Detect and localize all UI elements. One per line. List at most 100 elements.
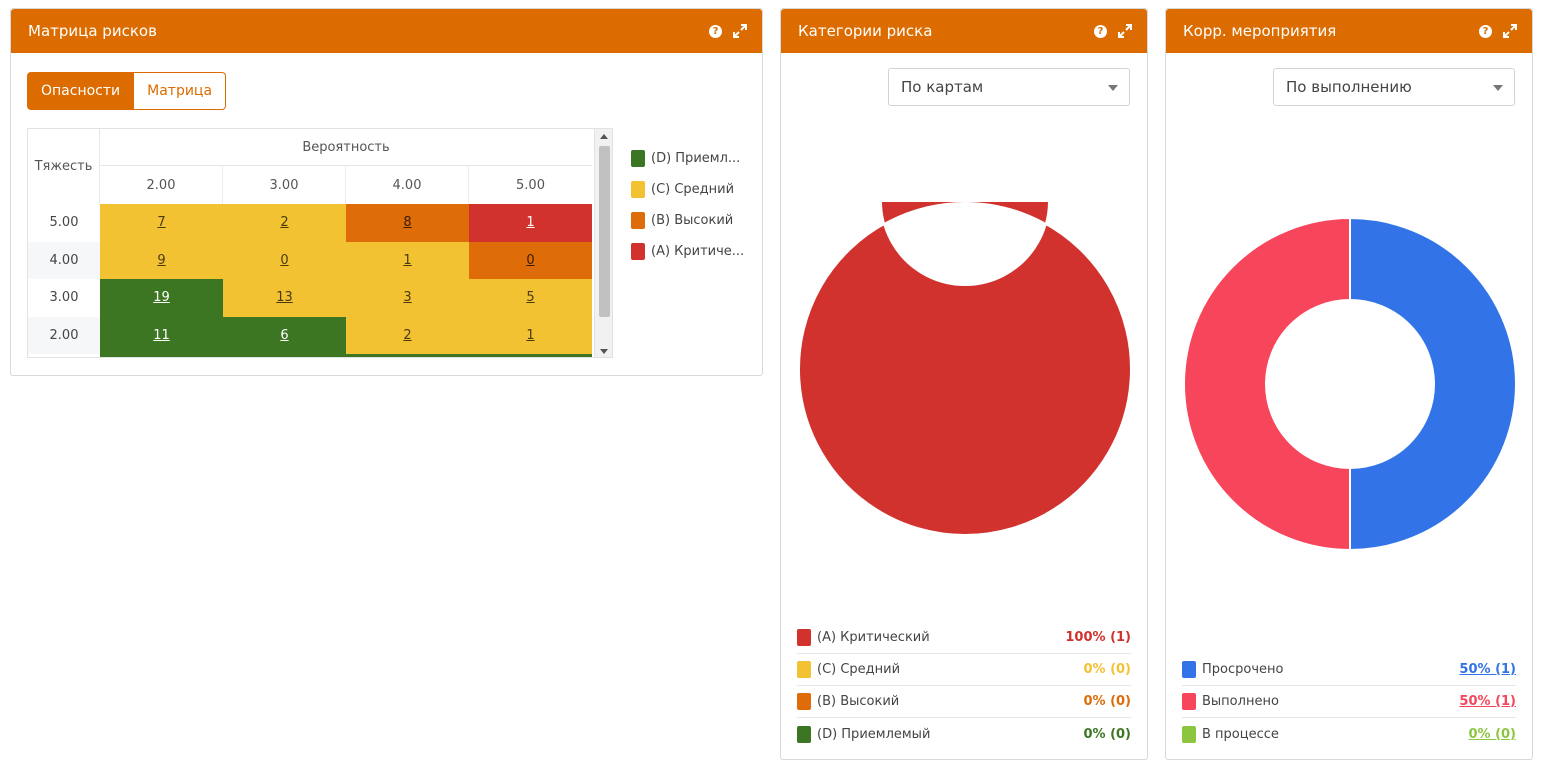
matrix-cell[interactable]: 13 <box>223 279 346 317</box>
chevron-down-icon <box>1493 85 1503 91</box>
legend-label: (A) Критиче... <box>651 244 745 259</box>
scroll-up-icon[interactable] <box>600 134 608 139</box>
legend-label: (B) Высокий <box>817 694 900 709</box>
scroll-thumb[interactable] <box>599 146 610 317</box>
help-icon[interactable]: ? <box>1479 24 1492 38</box>
tab-matrix[interactable]: Матрица <box>134 72 227 110</box>
donut-slice[interactable] <box>1349 217 1517 551</box>
legend-swatch <box>631 181 645 198</box>
row-label: 5.00 <box>49 215 79 231</box>
legend-value: 0% (0) <box>1083 726 1131 742</box>
matrix-cell[interactable]: 0 <box>223 241 346 279</box>
matrix-scrollbar[interactable] <box>594 129 612 357</box>
grouping-select[interactable]: По выполнению <box>1273 68 1515 106</box>
legend-swatch <box>1182 693 1196 710</box>
legend-item[interactable]: (C) Средний <box>631 174 744 205</box>
legend-row[interactable]: (B) Высокий 0% (0) <box>797 686 1131 718</box>
legend-swatch <box>1182 725 1196 743</box>
row-label: 3.00 <box>49 290 79 306</box>
column-header: 3.00 <box>223 166 346 204</box>
matrix-cell[interactable]: 1 <box>469 316 592 354</box>
legend-row[interactable]: Просрочено 50% (1) <box>1182 654 1516 686</box>
matrix-cell[interactable]: 2 <box>346 316 469 354</box>
legend-swatch <box>1182 661 1196 678</box>
legend-value-link[interactable]: 0% (0) <box>1468 726 1516 742</box>
column-header: 2.00 <box>100 166 223 204</box>
legend-label: (D) Приемл... <box>651 151 741 166</box>
legend-row[interactable]: (D) Приемлемый 0% (0) <box>797 718 1131 750</box>
matrix-legend: (D) Приемл... (C) Средний (B) Высокий (A… <box>631 143 744 267</box>
matrix-cell[interactable]: 0 <box>469 241 592 279</box>
legend-swatch <box>797 661 811 678</box>
corrective-donut-chart[interactable] <box>1183 217 1517 551</box>
legend-row[interactable]: (A) Критический 100% (1) <box>797 622 1131 654</box>
row-label: 4.00 <box>28 241 100 279</box>
legend-label: (A) Критический <box>817 630 930 645</box>
panel-title: Категории риска <box>798 22 933 40</box>
corrective-actions-panel: Корр. мероприятия ? По выполнению Просро… <box>1165 8 1533 760</box>
matrix-cell[interactable]: 11 <box>100 316 223 354</box>
severity-header: Тяжесть <box>28 129 100 204</box>
matrix-cell[interactable]: 6 <box>223 316 346 354</box>
legend-value: 0% (0) <box>1083 694 1131 709</box>
select-value: По выполнению <box>1286 78 1412 96</box>
legend-label: (D) Приемлемый <box>817 726 931 742</box>
legend-row[interactable]: Выполнено 50% (1) <box>1182 686 1516 718</box>
column-header: 4.00 <box>346 166 469 204</box>
category-donut-chart[interactable] <box>798 202 1132 536</box>
corrective-legend: Просрочено 50% (1) Выполнено 50% (1) В п… <box>1182 654 1516 750</box>
row-label: 2.00 <box>28 316 100 354</box>
expand-icon[interactable] <box>732 23 748 39</box>
risk-matrix-table: Тяжесть Вероятность 2.00 3.00 4.00 5.00 … <box>27 128 613 358</box>
legend-label: (C) Средний <box>817 662 901 677</box>
help-icon[interactable]: ? <box>709 24 722 38</box>
matrix-cell[interactable]: 19 <box>100 279 223 317</box>
matrix-cell[interactable]: 7 <box>100 204 223 242</box>
expand-icon[interactable] <box>1117 23 1133 39</box>
probability-header: Вероятность <box>100 129 592 166</box>
legend-label: В процессе <box>1202 726 1279 742</box>
matrix-cell[interactable]: 9 <box>100 241 223 279</box>
legend-label: (B) Высокий <box>651 213 734 228</box>
legend-label: (C) Средний <box>651 182 735 197</box>
legend-label: Выполнено <box>1202 694 1279 709</box>
scroll-down-icon[interactable] <box>600 349 608 354</box>
panel-header: Корр. мероприятия ? <box>1166 9 1532 53</box>
risk-matrix-panel: Матрица рисков ? Опасности Матрица Тяжес… <box>10 8 763 376</box>
matrix-cell[interactable]: 3 <box>346 279 469 317</box>
column-header: 5.00 <box>516 177 545 193</box>
legend-item[interactable]: (A) Критиче... <box>631 236 744 267</box>
legend-row[interactable]: (C) Средний 0% (0) <box>797 654 1131 686</box>
matrix-cell[interactable]: 1 <box>346 241 469 279</box>
legend-swatch <box>631 150 645 167</box>
view-toggle: Опасности Матрица <box>27 72 227 110</box>
help-icon[interactable]: ? <box>1094 24 1107 38</box>
legend-swatch <box>797 725 811 743</box>
legend-swatch <box>631 212 645 229</box>
legend-swatch <box>797 693 811 710</box>
matrix-cell[interactable]: 2 <box>223 204 346 242</box>
legend-row[interactable]: В процессе 0% (0) <box>1182 718 1516 750</box>
legend-label: Просрочено <box>1202 662 1284 677</box>
legend-swatch <box>631 243 645 260</box>
legend-item[interactable]: (D) Приемл... <box>631 143 744 174</box>
legend-value-link[interactable]: 50% (1) <box>1459 662 1516 677</box>
panel-header: Категории риска ? <box>781 9 1147 53</box>
matrix-cell[interactable]: 1 <box>469 204 592 242</box>
legend-value-link[interactable]: 50% (1) <box>1459 694 1516 709</box>
donut-slice[interactable] <box>1183 217 1351 551</box>
legend-value: 0% (0) <box>1083 662 1131 677</box>
expand-icon[interactable] <box>1502 23 1518 39</box>
category-legend: (A) Критический 100% (1) (C) Средний 0% … <box>797 622 1131 750</box>
legend-value: 100% (1) <box>1065 630 1131 645</box>
tab-hazards[interactable]: Опасности <box>27 72 135 110</box>
matrix-cell[interactable]: 5 <box>469 279 592 317</box>
select-value: По картам <box>901 78 984 96</box>
grouping-select[interactable]: По картам <box>888 68 1130 106</box>
donut-slice[interactable] <box>798 202 1132 536</box>
next-row-edge <box>100 354 592 357</box>
panel-header: Матрица рисков ? <box>11 9 762 53</box>
chevron-down-icon <box>1108 85 1118 91</box>
legend-item[interactable]: (B) Высокий <box>631 205 744 236</box>
matrix-cell[interactable]: 8 <box>346 204 469 242</box>
